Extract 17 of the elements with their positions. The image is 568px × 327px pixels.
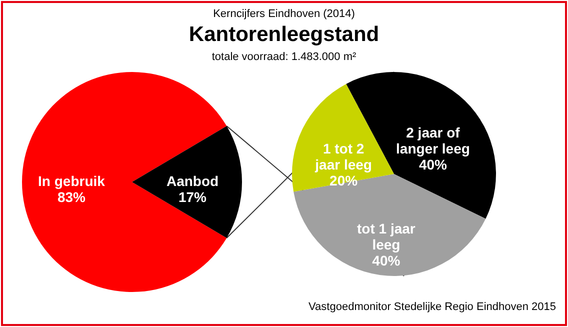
pie-slice xyxy=(294,174,486,276)
text: Kerncijfers Eindhoven (2014) xyxy=(213,8,355,20)
slice-label: tot 1 jaar leeg xyxy=(357,220,416,253)
text: totale voorraad: 1.483.000 m² xyxy=(212,51,356,63)
data-label: 17% xyxy=(178,189,208,205)
slice-label: 1 tot 2 jaar leeg xyxy=(314,140,372,172)
slice-label: 2 jaar of langer leeg xyxy=(396,124,470,157)
data-label: 40% xyxy=(372,252,401,269)
slice-label: In gebruik xyxy=(38,173,106,189)
text: Vastgoedmonitor Stedelijke Regio Eindhoven 2015 xyxy=(308,301,556,313)
text: Kantorenleegstand xyxy=(188,23,380,46)
pie-slice xyxy=(132,126,242,238)
pie-slice xyxy=(292,84,394,192)
pie-slice xyxy=(22,72,227,292)
slice-label: Aanbod xyxy=(166,173,219,189)
data-label: 40% xyxy=(418,156,448,173)
data-label: 83% xyxy=(57,189,86,205)
